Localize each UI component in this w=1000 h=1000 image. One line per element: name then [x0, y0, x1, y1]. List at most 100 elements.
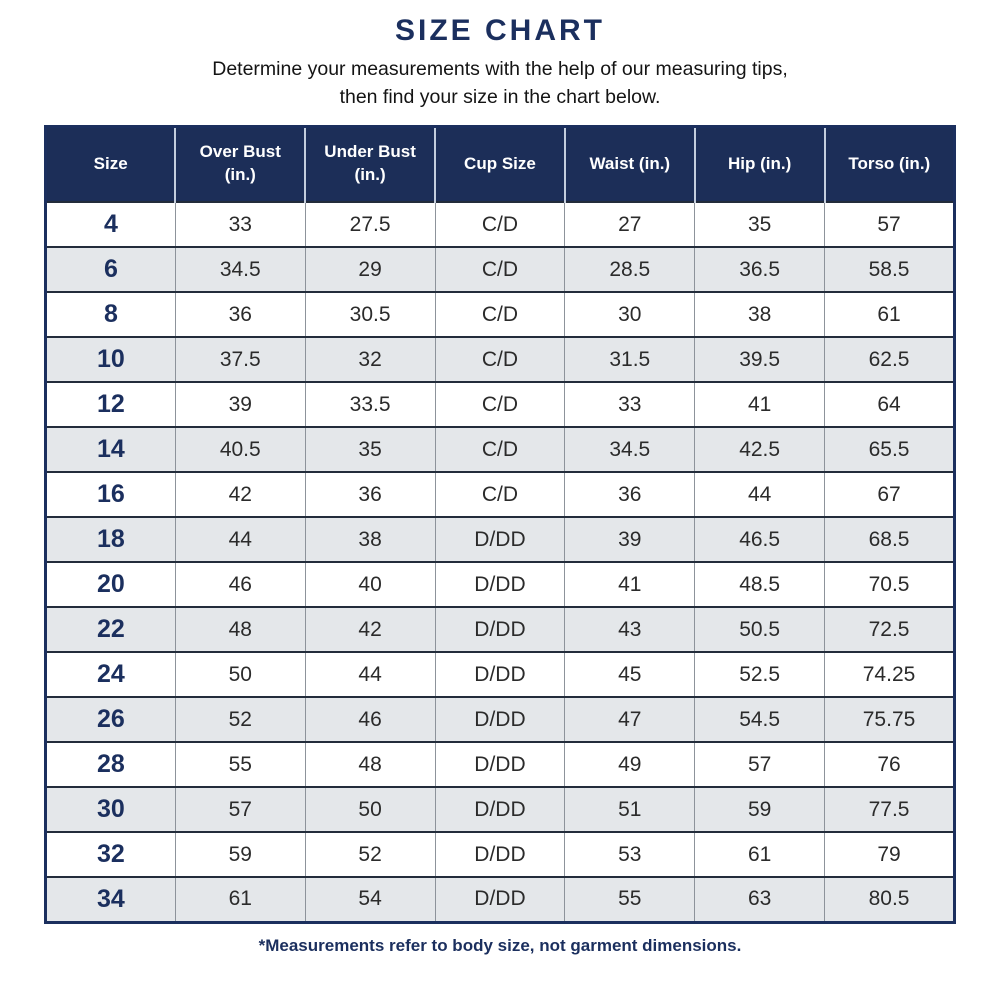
value-cell: 57 [694, 741, 825, 788]
size-cell: 32 [45, 831, 176, 878]
value-cell: 47 [564, 696, 695, 743]
value-cell: 41 [564, 561, 695, 608]
value-cell: C/D [434, 381, 565, 428]
size-cell: 6 [45, 246, 176, 293]
column-header-size: Size [45, 126, 176, 203]
value-cell: 64 [824, 381, 955, 428]
value-cell: 39 [174, 381, 306, 428]
value-cell: 75.75 [824, 696, 955, 743]
table-row-size-8: 8 36 30.5 C/D 30 38 61 [45, 291, 955, 338]
value-cell: 35 [304, 426, 436, 473]
value-cell: 70.5 [824, 561, 955, 608]
value-cell: 49 [564, 741, 695, 788]
size-cell: 8 [45, 291, 176, 338]
value-cell: 50.5 [694, 606, 825, 653]
value-cell: 51 [564, 786, 695, 833]
value-cell: 52 [304, 831, 436, 878]
value-cell: 33.5 [304, 381, 436, 428]
table-row-size-6: 6 34.5 29 C/D 28.5 36.5 58.5 [45, 246, 955, 293]
value-cell: 45 [564, 651, 695, 698]
value-cell: 42 [304, 606, 436, 653]
value-cell: C/D [434, 201, 565, 248]
value-cell: 50 [174, 651, 306, 698]
value-cell: 30.5 [304, 291, 436, 338]
value-cell: 48.5 [694, 561, 825, 608]
table-row-size-18: 18 44 38 D/DD 39 46.5 68.5 [45, 516, 955, 563]
table-row-size-22: 22 48 42 D/DD 43 50.5 72.5 [45, 606, 955, 653]
value-cell: 33 [174, 201, 306, 248]
value-cell: 50 [304, 786, 436, 833]
value-cell: 52 [174, 696, 306, 743]
value-cell: 42 [174, 471, 306, 518]
value-cell: 36 [174, 291, 306, 338]
value-cell: 34.5 [564, 426, 695, 473]
value-cell: 61 [174, 876, 306, 923]
table-row-size-20: 20 46 40 D/DD 41 48.5 70.5 [45, 561, 955, 608]
size-cell: 16 [45, 471, 176, 518]
value-cell: 44 [304, 651, 436, 698]
subtitle-line-2: then find your size in the chart below. [339, 86, 661, 109]
value-cell: 77.5 [824, 786, 955, 833]
value-cell: 31.5 [564, 336, 695, 383]
value-cell: 42.5 [694, 426, 825, 473]
value-cell: 39.5 [694, 336, 825, 383]
value-cell: D/DD [434, 741, 565, 788]
value-cell: D/DD [434, 831, 565, 878]
value-cell: 29 [304, 246, 436, 293]
value-cell: 48 [174, 606, 306, 653]
value-cell: 57 [174, 786, 306, 833]
value-cell: 55 [174, 741, 306, 788]
subtitle: Determine your measurements with the hel… [0, 55, 1000, 112]
value-cell: 44 [694, 471, 825, 518]
value-cell: 34.5 [174, 246, 306, 293]
value-cell: 54 [304, 876, 436, 923]
column-header-over: Over Bust (in.) [174, 126, 306, 203]
value-cell: 38 [304, 516, 436, 563]
value-cell: 38 [694, 291, 825, 338]
table-row-size-30: 30 57 50 D/DD 51 59 77.5 [45, 786, 955, 833]
value-cell: 28.5 [564, 246, 695, 293]
value-cell: 52.5 [694, 651, 825, 698]
value-cell: 36.5 [694, 246, 825, 293]
value-cell: 33 [564, 381, 695, 428]
value-cell: C/D [434, 471, 565, 518]
table-row-size-16: 16 42 36 C/D 36 44 67 [45, 471, 955, 518]
size-cell: 18 [45, 516, 176, 563]
value-cell: 27 [564, 201, 695, 248]
size-cell: 20 [45, 561, 176, 608]
value-cell: 35 [694, 201, 825, 248]
value-cell: D/DD [434, 561, 565, 608]
size-cell: 4 [45, 201, 176, 248]
value-cell: 46 [304, 696, 436, 743]
table-row-size-10: 10 37.5 32 C/D 31.5 39.5 62.5 [45, 336, 955, 383]
value-cell: 37.5 [174, 336, 306, 383]
header-row: Size Over Bust (in.) Under Bust (in.) Cup S… [45, 126, 955, 203]
value-cell: 53 [564, 831, 695, 878]
column-header-waist: Waist (in.) [563, 126, 695, 203]
value-cell: 67 [824, 471, 955, 518]
value-cell: 76 [824, 741, 955, 788]
size-chart-table: Size Over Bust (in.) Under Bust (in.) Cup S… [44, 124, 956, 924]
value-cell: 46.5 [694, 516, 825, 563]
value-cell: 65.5 [824, 426, 955, 473]
column-header-hip: Hip (in.) [693, 126, 825, 203]
value-cell: 39 [564, 516, 695, 563]
page-title: SIZE CHART [395, 14, 605, 47]
table-row-size-34: 34 61 54 D/DD 55 63 80.5 [45, 876, 955, 923]
value-cell: 36 [304, 471, 436, 518]
table-row-size-4: 4 33 27.5 C/D 27 35 57 [45, 201, 955, 248]
value-cell: 59 [694, 786, 825, 833]
size-cell: 26 [45, 696, 176, 743]
table-row-size-24: 24 50 44 D/DD 45 52.5 74.25 [45, 651, 955, 698]
value-cell: 74.25 [824, 651, 955, 698]
value-cell: 61 [824, 291, 955, 338]
subtitle-line-1: Determine your measurements with the hel… [212, 58, 788, 80]
value-cell: 27.5 [304, 201, 436, 248]
value-cell: 30 [564, 291, 695, 338]
value-cell: C/D [434, 291, 565, 338]
size-cell: 12 [45, 381, 176, 428]
table-body: 4 33 27.5 C/D 27 35 57 6 34.5 29 C/D 28.5 36.5 58.5 8 3… [45, 201, 955, 923]
value-cell: 62.5 [824, 336, 955, 383]
value-cell: 61 [694, 831, 825, 878]
